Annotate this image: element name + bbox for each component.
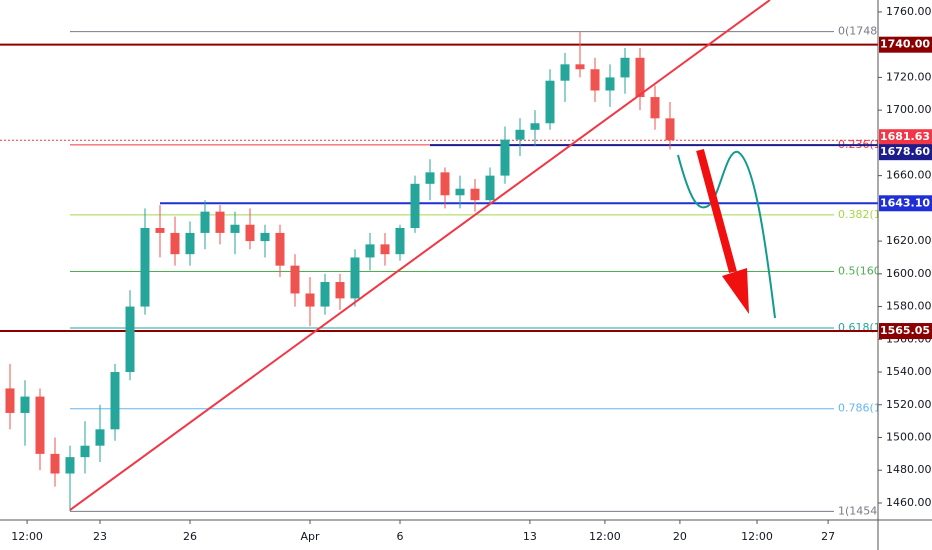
candle-body xyxy=(485,175,495,201)
y-tick-label: 1580.00 xyxy=(886,300,932,313)
price-tag xyxy=(879,144,932,161)
price-tag-label: 1681.63 xyxy=(880,130,930,143)
x-tick-label: 26 xyxy=(183,530,197,543)
price-tag-label: 1678.60 xyxy=(880,145,930,158)
candle-body xyxy=(545,80,555,124)
candle-body xyxy=(395,228,405,255)
y-tick-label: 1620.00 xyxy=(886,234,932,247)
x-tick-label: 12:00 xyxy=(741,530,773,543)
candle-body xyxy=(275,232,285,266)
candle-body xyxy=(635,57,645,98)
candle-body xyxy=(230,224,240,233)
x-tick-label: 20 xyxy=(673,530,687,543)
candle-body xyxy=(110,372,120,430)
candle-body xyxy=(65,457,75,474)
candle-body xyxy=(380,244,390,255)
candle-body xyxy=(515,129,525,140)
axes: 1460.001480.001500.001520.001540.001560.… xyxy=(11,5,932,543)
candle-body xyxy=(260,232,270,242)
price-tag-label: 1565.05 xyxy=(880,324,930,337)
price-tag-label: 1643.10 xyxy=(880,196,930,209)
price-tag-label: 1740.00 xyxy=(880,38,930,51)
candle-body xyxy=(140,228,150,307)
candle-body xyxy=(215,211,225,233)
candle-body xyxy=(125,306,135,373)
x-tick-label: 27 xyxy=(821,530,835,543)
fib-label: 0.786(15 xyxy=(838,402,888,415)
y-tick-label: 1480.00 xyxy=(886,463,932,476)
plot-area: 0(1748.00.236(10.382(160.5(1600.618(10.7… xyxy=(0,0,888,517)
fib-label: 0.382(16 xyxy=(838,208,888,221)
candle-body xyxy=(170,232,180,255)
price-tag xyxy=(879,129,932,146)
price-axis xyxy=(878,0,932,520)
y-tick-label: 1760.00 xyxy=(886,5,932,18)
candle-body xyxy=(500,139,510,176)
price-tag xyxy=(879,195,932,212)
candle-body xyxy=(665,118,675,141)
y-tick-label: 1660.00 xyxy=(886,169,932,182)
candle-body xyxy=(5,388,15,413)
candle-body xyxy=(245,224,255,242)
fib-label: 0(1748.0 xyxy=(838,25,888,38)
candle-body xyxy=(605,77,615,91)
arrow-shaft xyxy=(696,148,737,274)
candle-body xyxy=(590,69,600,91)
y-tick-label: 1700.00 xyxy=(886,103,932,116)
y-tick-label: 1600.00 xyxy=(886,267,932,280)
candle-body xyxy=(290,265,300,294)
candle-body xyxy=(305,293,315,307)
x-tick-label: 12:00 xyxy=(589,530,621,543)
candle-body xyxy=(50,453,60,474)
fib-label: 0.5(160 xyxy=(838,264,881,277)
x-tick-label: 23 xyxy=(93,530,107,543)
candle-body xyxy=(575,64,585,70)
y-tick-label: 1500.00 xyxy=(886,431,932,444)
candle-body xyxy=(440,172,450,196)
price-tag xyxy=(879,36,932,53)
trendline xyxy=(69,0,771,511)
arrow-head xyxy=(722,268,749,314)
fib-label: 1(1454.9 xyxy=(838,504,888,517)
fib-label: 0.618(1 xyxy=(838,321,881,334)
y-tick-label: 1720.00 xyxy=(886,70,932,83)
candle-body xyxy=(35,396,45,454)
candle-body xyxy=(185,232,195,255)
candle-body xyxy=(200,211,210,233)
candle-body xyxy=(560,64,570,81)
candle-body xyxy=(530,123,540,130)
candle-body xyxy=(410,183,420,229)
y-tick-label: 1460.00 xyxy=(886,496,932,509)
candle-body xyxy=(620,57,630,78)
candle-body xyxy=(20,396,30,413)
x-tick-label: Apr xyxy=(300,530,320,543)
candle-body xyxy=(425,172,435,184)
candle-body xyxy=(155,228,165,233)
candle-body xyxy=(455,188,465,196)
candle-body xyxy=(365,244,375,258)
candle-body xyxy=(470,188,480,201)
candle-body xyxy=(650,97,660,119)
candle-body xyxy=(320,282,330,307)
projection-curve xyxy=(677,150,776,319)
candle-body xyxy=(95,429,105,446)
y-tick-label: 1540.00 xyxy=(886,365,932,378)
price-tag xyxy=(879,323,932,340)
x-tick-label: 6 xyxy=(396,530,403,543)
x-tick-label: 12:00 xyxy=(11,530,43,543)
x-tick-label: 13 xyxy=(523,530,537,543)
candle-body xyxy=(335,282,345,299)
candle-body xyxy=(80,445,90,458)
candle-body xyxy=(350,257,360,299)
y-tick-label: 1520.00 xyxy=(886,398,932,411)
